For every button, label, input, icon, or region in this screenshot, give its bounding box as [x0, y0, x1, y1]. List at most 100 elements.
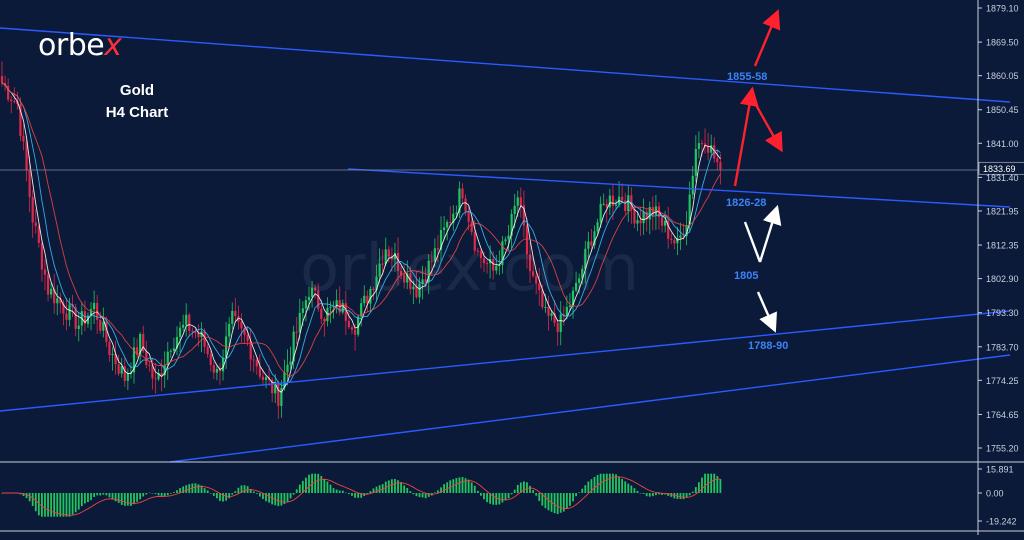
osc-bar: [182, 486, 185, 493]
bear-candle: [525, 225, 529, 255]
osc-bar: [93, 493, 95, 497]
bull-candle: [56, 298, 59, 304]
bear-candle: [590, 241, 593, 246]
osc-bar: [237, 487, 240, 493]
osc-bar: [575, 493, 577, 497]
osc-bar: [470, 482, 473, 493]
bear-candle: [154, 378, 157, 380]
osc-bar: [538, 493, 541, 501]
osc-bar: [47, 493, 49, 517]
osc-bar: [651, 493, 654, 497]
osc-bar: [658, 493, 660, 495]
bull-candle: [565, 306, 568, 317]
bear-candle: [71, 304, 74, 308]
osc-bar: [572, 493, 574, 502]
osc-bar: [615, 474, 617, 493]
bear-candle: [639, 220, 642, 224]
osc-bar: [655, 493, 657, 496]
osc-bar: [513, 489, 516, 493]
osc-bar: [41, 493, 43, 517]
arrow-up-primary: [733, 86, 759, 187]
bull-candle: [369, 289, 372, 304]
timeframe-title: H4 Chart: [105, 104, 169, 121]
bear-candle: [314, 287, 317, 291]
osc-bar: [612, 473, 614, 493]
osc-bar: [28, 493, 31, 502]
osc-bar: [483, 493, 485, 500]
bull-candle: [292, 331, 295, 362]
osc-bar: [102, 493, 105, 495]
osc-bar: [357, 493, 360, 498]
bear-candle: [40, 242, 44, 270]
osc-bar: [258, 493, 261, 497]
price-tick-label: 1831.40: [986, 173, 1019, 183]
osc-bar: [148, 492, 151, 494]
osc-bar: [618, 476, 620, 493]
price-tick-label: 1879.10: [986, 4, 1019, 14]
bear-candle: [436, 248, 440, 250]
bull-candle: [357, 316, 360, 335]
bull-candle: [264, 377, 268, 380]
osc-bar: [169, 493, 172, 494]
bull-candle: [126, 373, 129, 381]
osc-bar: [375, 486, 378, 493]
bull-candle: [406, 273, 409, 283]
osc-bar: [154, 493, 157, 494]
osc-bar: [581, 488, 584, 493]
osc-bar: [685, 493, 688, 498]
osc-bar: [50, 493, 53, 517]
bull-candle: [504, 239, 507, 242]
osc-bar: [403, 485, 406, 493]
osc-bar: [166, 493, 169, 496]
osc-bar: [83, 493, 86, 504]
osc-bar: [443, 484, 445, 493]
bull-candle: [433, 248, 436, 262]
osc-bar: [255, 493, 258, 494]
bear-candle: [218, 368, 222, 372]
instrument-title: Gold: [119, 82, 155, 99]
osc-bar: [602, 473, 605, 493]
bear-candle: [621, 196, 624, 201]
osc-bar: [421, 493, 424, 498]
bull-candle: [694, 148, 697, 176]
osc-bar: [222, 493, 224, 502]
bull-candle: [710, 145, 713, 153]
osc-bar: [547, 493, 550, 511]
bull-candle: [182, 324, 185, 328]
bear-candle: [53, 288, 56, 304]
osc-bar: [351, 493, 353, 496]
osc-bar: [461, 477, 464, 493]
osc-tick-label: 15.891: [986, 465, 1014, 475]
osc-bar: [234, 491, 237, 493]
bear-candle: [261, 376, 265, 380]
osc-bar: [31, 493, 34, 506]
osc-bar: [412, 493, 415, 495]
bull-candle: [685, 225, 688, 237]
osc-bar: [283, 493, 286, 504]
ma-fast-line: [1, 82, 721, 393]
bear-candle: [485, 263, 489, 265]
bear-candle: [22, 135, 25, 142]
bear-candle: [237, 316, 240, 322]
osc-bar: [133, 493, 135, 505]
osc-bar: [541, 493, 544, 506]
osc-bar: [225, 493, 228, 501]
osc-bar: [56, 493, 59, 517]
price-tick-label: 1783.70: [986, 342, 1019, 352]
bull-candle: [221, 357, 225, 372]
osc-bar: [510, 493, 513, 495]
bull-candle: [50, 288, 53, 295]
osc-bar: [701, 477, 703, 493]
osc-bar: [108, 493, 111, 498]
osc-bar: [400, 482, 402, 493]
price-tick-label: 1860.05: [986, 71, 1019, 81]
osc-bar: [145, 493, 148, 495]
bull-candle: [688, 194, 691, 226]
bear-candle: [624, 200, 627, 212]
bull-candle: [375, 276, 378, 290]
osc-bar: [212, 493, 215, 496]
osc-bar: [53, 493, 56, 517]
bear-candle: [43, 269, 47, 275]
bull-candle: [228, 323, 231, 337]
